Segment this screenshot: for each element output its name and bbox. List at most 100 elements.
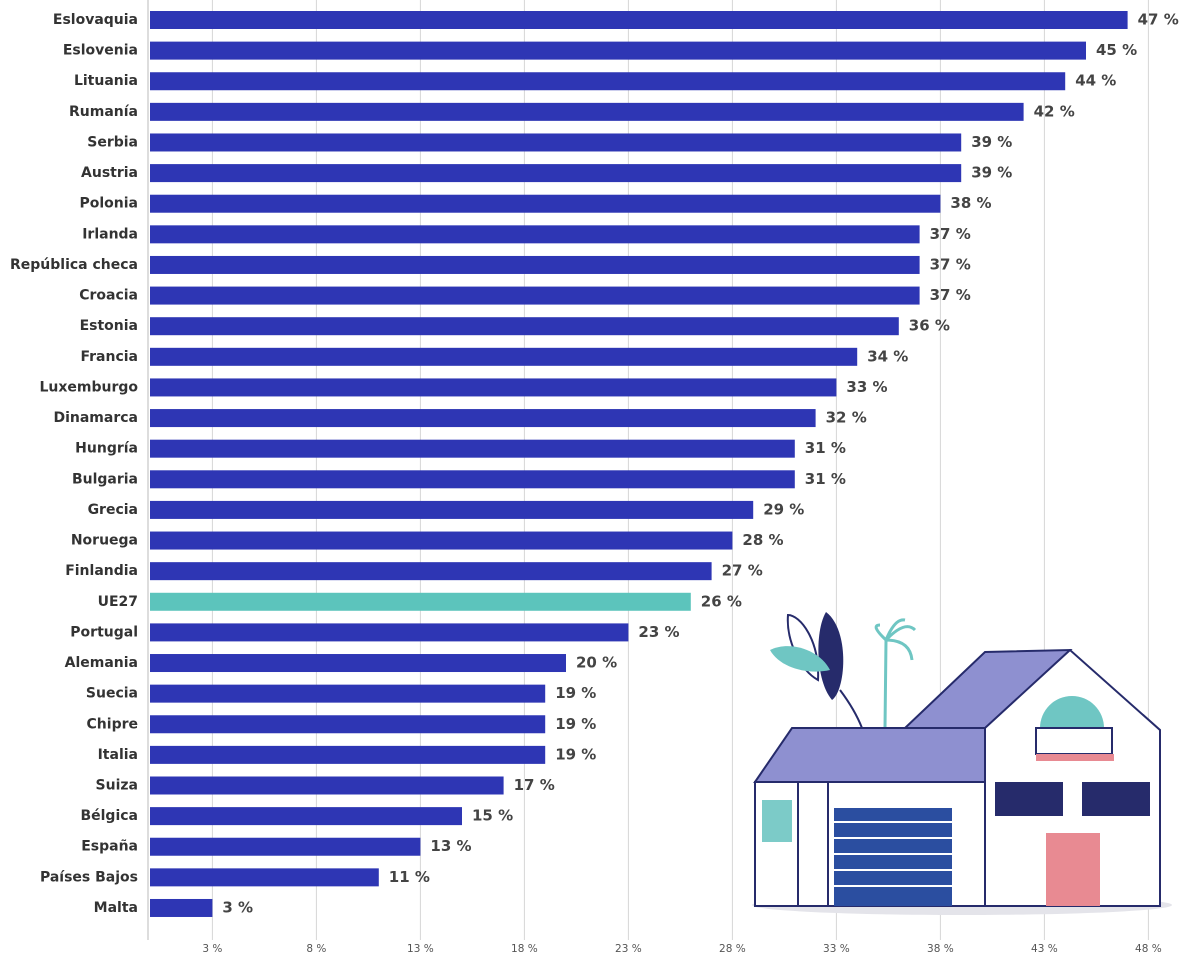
- bar: [150, 838, 420, 856]
- bar: [150, 470, 795, 488]
- house-illustration: [752, 612, 1172, 915]
- category-label: Dinamarca: [53, 410, 138, 426]
- value-label: 33 %: [846, 378, 887, 396]
- bar: [150, 11, 1128, 29]
- category-label: Rumanía: [69, 104, 138, 120]
- value-label: 47 %: [1138, 11, 1179, 29]
- bar: [150, 225, 920, 243]
- category-label: Países Bajos: [40, 869, 138, 885]
- category-label: Lituania: [74, 73, 138, 89]
- value-label: 34 %: [867, 347, 908, 365]
- bar: [150, 654, 566, 672]
- value-label: 19 %: [555, 745, 596, 763]
- bar: [150, 256, 920, 274]
- value-label: 45 %: [1096, 41, 1137, 59]
- bar: [150, 72, 1065, 90]
- bar: [150, 133, 961, 151]
- category-label: Francia: [80, 349, 138, 365]
- category-label: Eslovenia: [63, 43, 138, 59]
- value-label: 32 %: [826, 409, 867, 427]
- value-label: 26 %: [701, 592, 742, 610]
- bar: [150, 164, 961, 182]
- value-label: 23 %: [638, 623, 679, 641]
- category-label: República checa: [10, 257, 138, 273]
- value-label: 39 %: [971, 133, 1012, 151]
- value-label: 19 %: [555, 715, 596, 733]
- x-tick-label: 48 %: [1135, 943, 1162, 955]
- value-label: 31 %: [805, 439, 846, 457]
- bar: [150, 348, 857, 366]
- category-label: Malta: [94, 900, 138, 916]
- value-label: 31 %: [805, 470, 846, 488]
- category-label: Suecia: [86, 686, 138, 702]
- bar: [150, 195, 940, 213]
- category-label: Irlanda: [82, 226, 138, 242]
- x-tick-label: 23 %: [615, 943, 642, 955]
- category-label: Bélgica: [80, 808, 138, 824]
- bar: [150, 746, 545, 764]
- bar: [150, 593, 691, 611]
- category-label: Portugal: [70, 624, 138, 640]
- category-label: Luxemburgo: [39, 379, 138, 395]
- category-label: Italia: [98, 747, 138, 763]
- category-label: Suiza: [96, 778, 138, 794]
- category-label: Austria: [81, 165, 138, 181]
- value-label: 42 %: [1034, 102, 1075, 120]
- x-tick-label: 38 %: [927, 943, 954, 955]
- value-label: 38 %: [950, 194, 991, 212]
- value-label: 3 %: [222, 898, 253, 916]
- value-label: 15 %: [472, 807, 513, 825]
- category-label: Bulgaria: [72, 471, 138, 487]
- category-label: Finlandia: [65, 563, 138, 579]
- x-tick-label: 13 %: [407, 943, 434, 955]
- bar: [150, 777, 504, 795]
- chart: 3 % 8 % 13 % 18 % 23 % 28 % 33 % 38 % 43 % 48 % Es…: [0, 0, 1196, 957]
- category-label: Chipre: [87, 716, 138, 732]
- category-label: Eslovaquia: [53, 12, 138, 28]
- value-label: 27 %: [722, 562, 763, 580]
- category-label: Polonia: [79, 196, 138, 212]
- category-label: Noruega: [71, 533, 138, 549]
- category-label: Estonia: [80, 318, 138, 334]
- value-label: 13 %: [430, 837, 471, 855]
- bar: [150, 317, 899, 335]
- category-label: España: [81, 839, 138, 855]
- category-label: Hungría: [75, 441, 138, 457]
- value-label: 28 %: [742, 531, 783, 549]
- value-label: 29 %: [763, 500, 804, 518]
- bar: [150, 899, 212, 917]
- bar: [150, 715, 545, 733]
- x-tick-label: 28 %: [719, 943, 746, 955]
- category-label: Serbia: [87, 134, 138, 150]
- value-label: 37 %: [930, 286, 971, 304]
- bar: [150, 562, 712, 580]
- bar: [150, 623, 628, 641]
- bar: [150, 685, 545, 703]
- bar: [150, 807, 462, 825]
- x-tick-label: 33 %: [823, 943, 850, 955]
- bar: [150, 287, 920, 305]
- value-label: 37 %: [930, 225, 971, 243]
- bar: [150, 868, 379, 886]
- bar: [150, 409, 816, 427]
- value-label: 36 %: [909, 317, 950, 335]
- x-tick-label: 3 %: [202, 943, 222, 955]
- bar: [150, 440, 795, 458]
- value-label: 17 %: [514, 776, 555, 794]
- bar: [150, 103, 1024, 121]
- value-label: 11 %: [389, 868, 430, 886]
- value-label: 39 %: [971, 164, 1012, 182]
- bar: [150, 42, 1086, 60]
- value-label: 37 %: [930, 255, 971, 273]
- x-tick-label: 43 %: [1031, 943, 1058, 955]
- bar: [150, 532, 732, 550]
- category-label: Alemania: [65, 655, 138, 671]
- value-label: 19 %: [555, 684, 596, 702]
- bar: [150, 378, 836, 396]
- x-tick-label: 18 %: [511, 943, 538, 955]
- category-label: Croacia: [79, 288, 138, 304]
- x-tick-label: 8 %: [306, 943, 326, 955]
- category-label: UE27: [98, 594, 138, 610]
- bar: [150, 501, 753, 519]
- value-label: 44 %: [1075, 72, 1116, 90]
